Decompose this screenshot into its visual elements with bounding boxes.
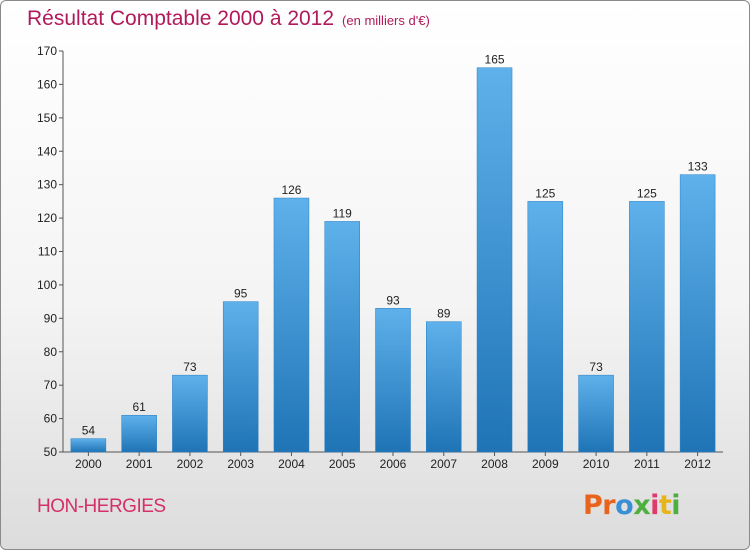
bar-value-label: 125 bbox=[637, 186, 657, 200]
chart-bars bbox=[70, 67, 716, 453]
chart-title: Résultat Comptable 2000 à 2012 (en millie… bbox=[27, 7, 430, 31]
y-tick-label: 50 bbox=[44, 445, 58, 459]
x-tick-label: 2006 bbox=[380, 457, 407, 471]
bar-value-label: 89 bbox=[437, 307, 451, 321]
bar-value-label: 165 bbox=[485, 53, 505, 67]
bar bbox=[679, 174, 716, 453]
bar-value-label: 133 bbox=[688, 160, 708, 174]
y-tick-label: 60 bbox=[44, 412, 58, 426]
bar bbox=[273, 197, 310, 453]
bar bbox=[222, 301, 259, 453]
bar-value-label: 119 bbox=[333, 206, 352, 220]
logo-letter: r bbox=[602, 490, 616, 521]
x-tick-label: 2009 bbox=[532, 457, 559, 471]
y-tick-label: 150 bbox=[37, 111, 57, 125]
bar bbox=[172, 374, 208, 453]
y-tick-label: 160 bbox=[37, 77, 57, 91]
logo-letter: x bbox=[633, 490, 651, 521]
y-tick-label: 140 bbox=[37, 144, 57, 158]
bar-value-label: 95 bbox=[234, 287, 248, 301]
bar-value-label: 61 bbox=[132, 400, 146, 414]
bar-value-label: 125 bbox=[535, 186, 555, 200]
bar bbox=[324, 221, 360, 453]
y-tick-label: 90 bbox=[44, 311, 58, 325]
logo-letter: t bbox=[658, 490, 672, 521]
bar bbox=[629, 201, 665, 453]
x-tick-label: 2007 bbox=[430, 457, 457, 471]
logo-letter: i bbox=[650, 490, 659, 521]
commune-name: HON-HERGIES bbox=[37, 496, 166, 517]
bar bbox=[476, 67, 513, 453]
chart-unit: (en milliers d'€) bbox=[342, 13, 430, 28]
proxiti-logo: Proxiti bbox=[583, 490, 681, 521]
y-tick-label: 120 bbox=[37, 211, 57, 225]
y-tick-label: 130 bbox=[37, 178, 57, 192]
y-tick-label: 170 bbox=[37, 44, 57, 58]
x-tick-label: 2001 bbox=[126, 457, 153, 471]
x-tick-label: 2003 bbox=[227, 457, 254, 471]
x-tick-label: 2012 bbox=[684, 457, 711, 471]
bar bbox=[375, 308, 411, 453]
x-tick-label: 2011 bbox=[634, 457, 660, 471]
logo-letter: o bbox=[615, 490, 634, 521]
chart-title-text: Résultat Comptable 2000 à 2012 bbox=[27, 7, 335, 30]
y-tick-label: 110 bbox=[38, 245, 57, 259]
bar bbox=[527, 201, 564, 453]
bar bbox=[70, 438, 107, 453]
x-tick-label: 2004 bbox=[278, 457, 305, 471]
y-tick-label: 70 bbox=[44, 378, 58, 392]
y-tick-label: 100 bbox=[37, 278, 57, 292]
bar-value-label: 73 bbox=[183, 360, 197, 374]
bar bbox=[426, 321, 462, 453]
x-tick-label: 2008 bbox=[481, 457, 508, 471]
bar-value-label: 54 bbox=[82, 424, 96, 438]
logo-letter: i bbox=[671, 490, 681, 521]
bar bbox=[121, 414, 157, 453]
chart-labels: 2000 54 2001 61 2002 73 2003 95 2004 126 2005 119 20… bbox=[75, 53, 711, 471]
x-tick-label: 2010 bbox=[583, 457, 610, 471]
x-tick-label: 2002 bbox=[177, 457, 204, 471]
x-tick-label: 2005 bbox=[329, 457, 356, 471]
bar-value-label: 73 bbox=[589, 360, 603, 374]
bar-value-label: 93 bbox=[386, 293, 400, 307]
y-tick-label: 80 bbox=[44, 345, 58, 359]
logo-letter: P bbox=[583, 490, 603, 521]
x-tick-label: 2000 bbox=[75, 457, 102, 471]
bar bbox=[578, 374, 614, 453]
bar-value-label: 126 bbox=[281, 183, 301, 197]
